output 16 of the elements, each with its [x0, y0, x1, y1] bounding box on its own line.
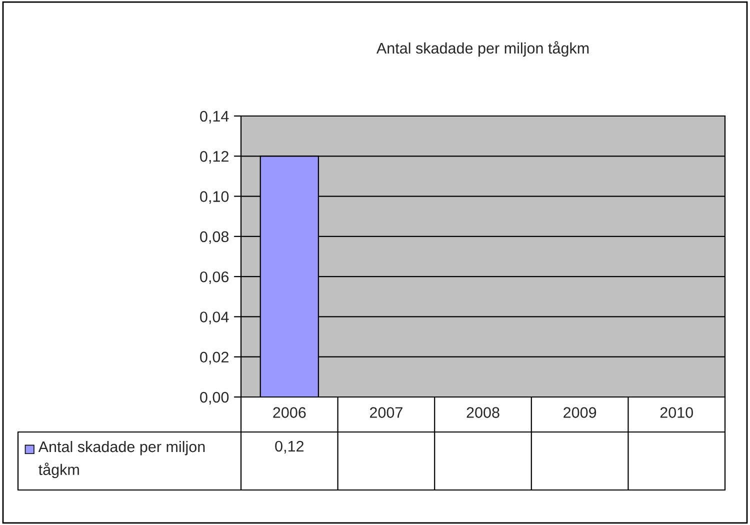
- y-tick-label: 0,14: [200, 110, 229, 124]
- x-tick-label: 2006: [273, 407, 306, 418]
- y-tick-label: 0,02: [200, 352, 228, 364]
- x-tick-label: 2009: [564, 407, 596, 418]
- chart-title: Antal skadade per miljon tågkm: [376, 41, 589, 57]
- x-tick-label: 2008: [466, 407, 500, 418]
- y-tick-label: 0,06: [200, 271, 229, 284]
- y-tick-label: 0,00: [200, 392, 229, 404]
- x-tick-label: 2007: [370, 407, 402, 418]
- data-label: 0,12: [275, 440, 304, 454]
- y-tick-label: 0,12: [200, 151, 228, 164]
- x-tick-label: 2010: [660, 407, 693, 418]
- legend-label: Antal skadade per miljon tågkm: [38, 440, 205, 478]
- y-tick-label: 0,10: [200, 191, 229, 204]
- y-tick-label: 0,08: [200, 231, 229, 244]
- y-tick-label: 0,04: [200, 312, 229, 324]
